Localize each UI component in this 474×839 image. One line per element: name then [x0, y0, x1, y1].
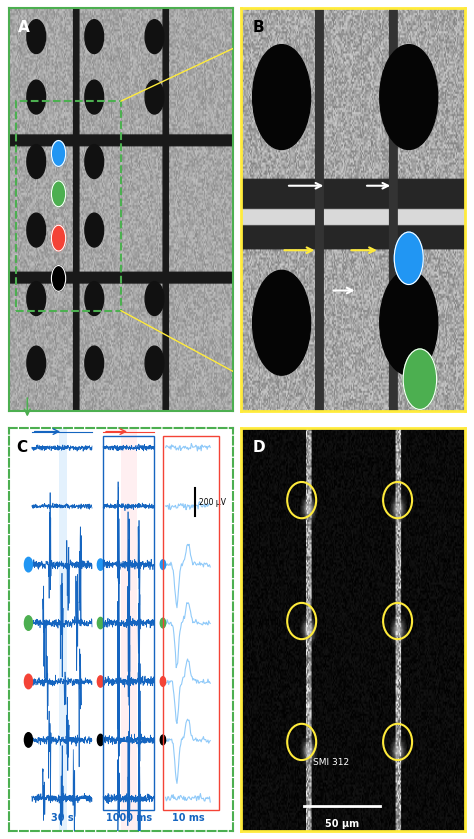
Circle shape	[27, 144, 46, 179]
Text: B: B	[253, 20, 264, 35]
Text: 200 μV: 200 μV	[199, 498, 226, 507]
Circle shape	[85, 347, 104, 380]
Circle shape	[160, 735, 165, 745]
Circle shape	[145, 81, 164, 114]
Circle shape	[25, 732, 32, 748]
Circle shape	[145, 19, 164, 54]
Circle shape	[51, 141, 66, 166]
Circle shape	[85, 213, 104, 247]
Text: C: C	[16, 440, 27, 455]
Circle shape	[25, 557, 32, 572]
Circle shape	[160, 560, 165, 570]
Circle shape	[85, 19, 104, 54]
Circle shape	[97, 559, 104, 571]
Circle shape	[51, 265, 66, 291]
Circle shape	[85, 282, 104, 315]
Circle shape	[253, 270, 310, 375]
Text: 30 s: 30 s	[51, 812, 73, 822]
Circle shape	[85, 81, 104, 114]
Circle shape	[97, 676, 104, 687]
Circle shape	[97, 734, 104, 746]
Text: D: D	[253, 440, 265, 455]
Circle shape	[27, 81, 46, 114]
Text: 10 ms: 10 ms	[172, 812, 204, 822]
Circle shape	[85, 144, 104, 179]
Circle shape	[145, 347, 164, 380]
Circle shape	[403, 349, 437, 409]
Circle shape	[97, 618, 104, 628]
Bar	[121, 428, 137, 831]
Bar	[59, 428, 67, 831]
Circle shape	[160, 676, 165, 686]
Circle shape	[145, 282, 164, 315]
Circle shape	[51, 181, 66, 206]
Circle shape	[27, 19, 46, 54]
Text: 50 μm: 50 μm	[325, 819, 359, 829]
Circle shape	[380, 270, 438, 375]
Circle shape	[27, 213, 46, 247]
Circle shape	[25, 616, 32, 630]
Circle shape	[27, 347, 46, 380]
Text: A: A	[18, 20, 30, 35]
Circle shape	[394, 232, 423, 284]
Circle shape	[51, 225, 66, 251]
Circle shape	[160, 618, 165, 628]
Circle shape	[25, 675, 32, 689]
Circle shape	[380, 44, 438, 149]
Circle shape	[253, 44, 310, 149]
Circle shape	[27, 282, 46, 315]
Text: 1000 ms: 1000 ms	[106, 812, 152, 822]
Text: SMI 312: SMI 312	[313, 758, 349, 767]
